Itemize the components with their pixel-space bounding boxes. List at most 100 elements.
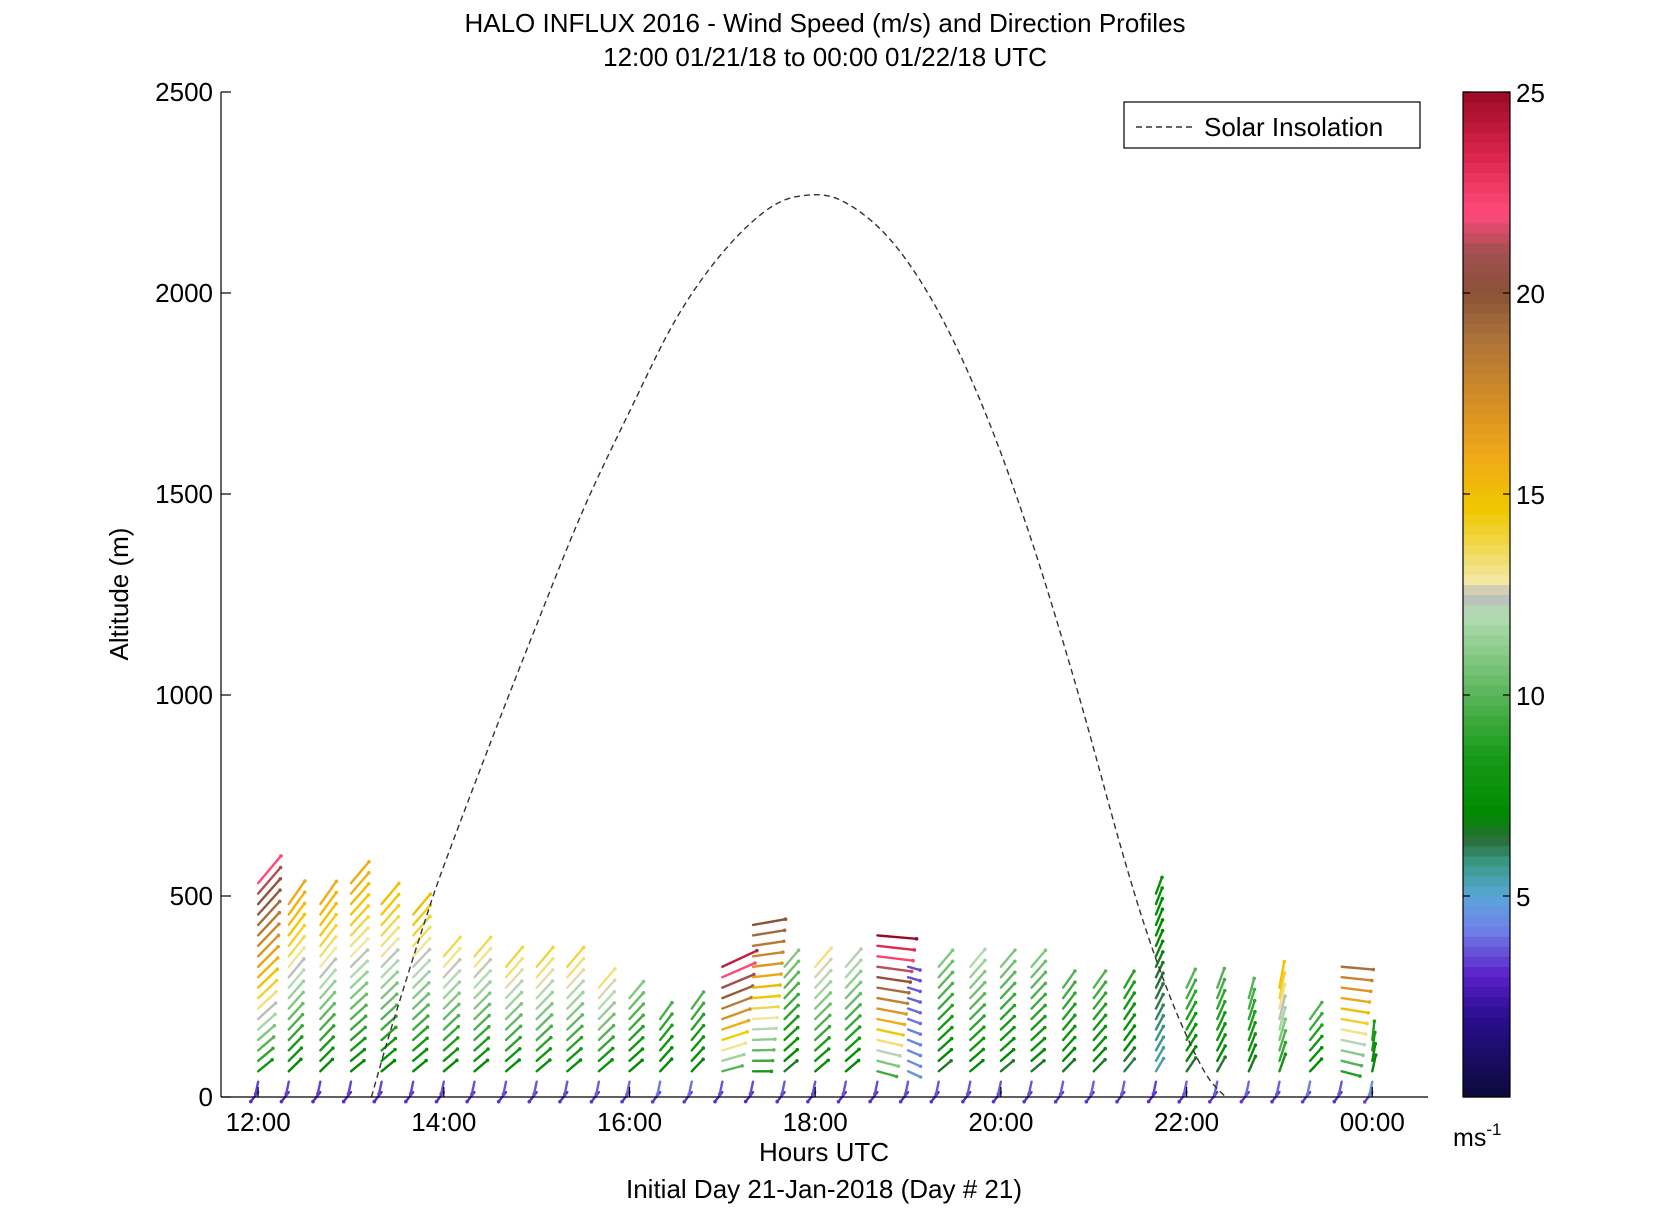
wind-arrow-head xyxy=(278,865,283,870)
colorbar-cell xyxy=(1463,946,1510,957)
wind-arrow xyxy=(411,1025,429,1042)
colorbar-tick-label: 25 xyxy=(1516,78,1545,108)
wind-arrow xyxy=(783,1048,799,1063)
colorbar-tick-label: 20 xyxy=(1516,279,1545,309)
wind-arrow xyxy=(1092,1003,1107,1021)
wind-arrow-head xyxy=(772,1048,776,1052)
wind-arrow xyxy=(349,993,368,1010)
wind-arrow-head xyxy=(270,1057,274,1062)
wind-arrow xyxy=(349,959,369,979)
wind-arrow xyxy=(1061,1025,1077,1042)
wind-arrow xyxy=(876,1070,898,1078)
wind-arrow xyxy=(349,882,370,906)
wind-arrow-head xyxy=(640,1058,644,1063)
wind-arrow-head xyxy=(1177,1099,1181,1104)
wind-arrow-head xyxy=(770,1058,775,1063)
colorbar-cell xyxy=(1463,654,1510,666)
wind-arrow-head xyxy=(1362,1100,1367,1104)
x-tick-label: 16:00 xyxy=(597,1107,662,1137)
wind-arrow-head xyxy=(425,1036,429,1041)
wind-arrow-head xyxy=(333,957,338,961)
wind-arrow xyxy=(566,957,585,979)
colorbar-cell xyxy=(1463,393,1510,405)
wind-arrow-head xyxy=(1193,1033,1198,1038)
wind-arrow xyxy=(504,1025,522,1042)
wind-arrow-head xyxy=(1160,918,1165,922)
wind-arrow xyxy=(906,965,922,972)
wind-arrow-head xyxy=(1161,960,1165,965)
wind-arrow xyxy=(628,980,645,1000)
wind-arrow xyxy=(1216,989,1226,1010)
wind-arrow xyxy=(473,991,491,1010)
colorbar-cell xyxy=(1463,705,1510,716)
wind-arrow-head xyxy=(1042,1047,1047,1052)
wind-arrow-head xyxy=(950,959,955,964)
wind-arrow xyxy=(814,1002,832,1021)
wind-arrow xyxy=(721,996,753,1010)
wind-arrow xyxy=(966,1080,972,1096)
wind-arrow xyxy=(319,880,338,906)
wind-arrow-head xyxy=(918,1043,923,1047)
wind-arrow-head xyxy=(457,991,461,995)
wind-arrow-head xyxy=(901,1033,905,1037)
wind-arrow-head xyxy=(1320,1023,1324,1027)
wind-arrow xyxy=(721,1064,744,1073)
wind-arrow xyxy=(937,971,954,989)
wind-arrow-head xyxy=(857,1036,862,1040)
wind-arrow-head xyxy=(1371,967,1376,972)
wind-arrow-head xyxy=(486,1036,491,1040)
wind-arrow-head xyxy=(439,1092,444,1096)
wind-arrow-head xyxy=(918,1032,923,1036)
wind-arrow-head xyxy=(640,1047,645,1051)
colorbar-cell xyxy=(1463,594,1510,606)
wind-arrow-head xyxy=(1160,896,1165,901)
wind-arrow xyxy=(937,993,954,1010)
wind-arrow-head xyxy=(579,1046,583,1051)
wind-arrow-head xyxy=(331,1035,336,1039)
wind-arrow xyxy=(1123,1013,1136,1031)
wind-arrow xyxy=(319,1035,335,1052)
wind-arrow xyxy=(934,1080,940,1096)
wind-arrow-head xyxy=(1372,1019,1377,1024)
wind-arrow-head xyxy=(748,1007,752,1011)
wind-arrow xyxy=(473,958,492,979)
wind-arrow xyxy=(1340,1059,1363,1067)
wind-arrow xyxy=(349,1026,367,1042)
wind-arrow xyxy=(1371,1031,1377,1052)
wind-arrow-head xyxy=(455,1036,460,1040)
wind-arrow-head xyxy=(914,937,919,941)
wind-arrow xyxy=(409,1080,415,1096)
wind-arrow xyxy=(876,986,911,994)
wind-arrow-head xyxy=(775,1099,779,1104)
wind-arrow xyxy=(1340,996,1371,1004)
wind-arrow xyxy=(937,1037,953,1052)
wind-arrow-head xyxy=(488,935,493,940)
wind-arrow xyxy=(628,1059,644,1073)
wind-arrow-head xyxy=(428,914,432,919)
colorbar-cell xyxy=(1463,102,1510,113)
wind-arrow xyxy=(1030,1015,1047,1031)
wind-arrow xyxy=(658,1024,674,1042)
colorbar-cell xyxy=(1463,926,1510,937)
wind-arrow-head xyxy=(949,1036,954,1041)
colorbar-cell xyxy=(1463,715,1510,726)
colorbar-cell xyxy=(1463,1046,1510,1058)
wind-arrow xyxy=(1030,960,1047,979)
wind-arrow-head xyxy=(1193,1000,1198,1005)
wind-arrow-head xyxy=(487,1002,492,1007)
colorbar-cell xyxy=(1463,845,1510,857)
wind-arrow-head xyxy=(550,968,555,972)
wind-arrow xyxy=(316,1080,322,1095)
wind-arrow-head xyxy=(271,1046,275,1051)
colorbar-cell xyxy=(1463,272,1510,284)
colorbar-cell xyxy=(1463,373,1510,385)
wind-arrow-head xyxy=(1274,1092,1279,1097)
wind-arrow-head xyxy=(687,1092,691,1097)
wind-arrow-head xyxy=(549,1024,554,1029)
wind-arrow-head xyxy=(397,881,401,886)
wind-arrow xyxy=(597,967,617,989)
wind-arrow xyxy=(969,970,987,989)
wind-arrow xyxy=(1308,1023,1324,1042)
wind-arrow-head xyxy=(909,969,914,974)
colorbar-cell xyxy=(1463,333,1510,344)
